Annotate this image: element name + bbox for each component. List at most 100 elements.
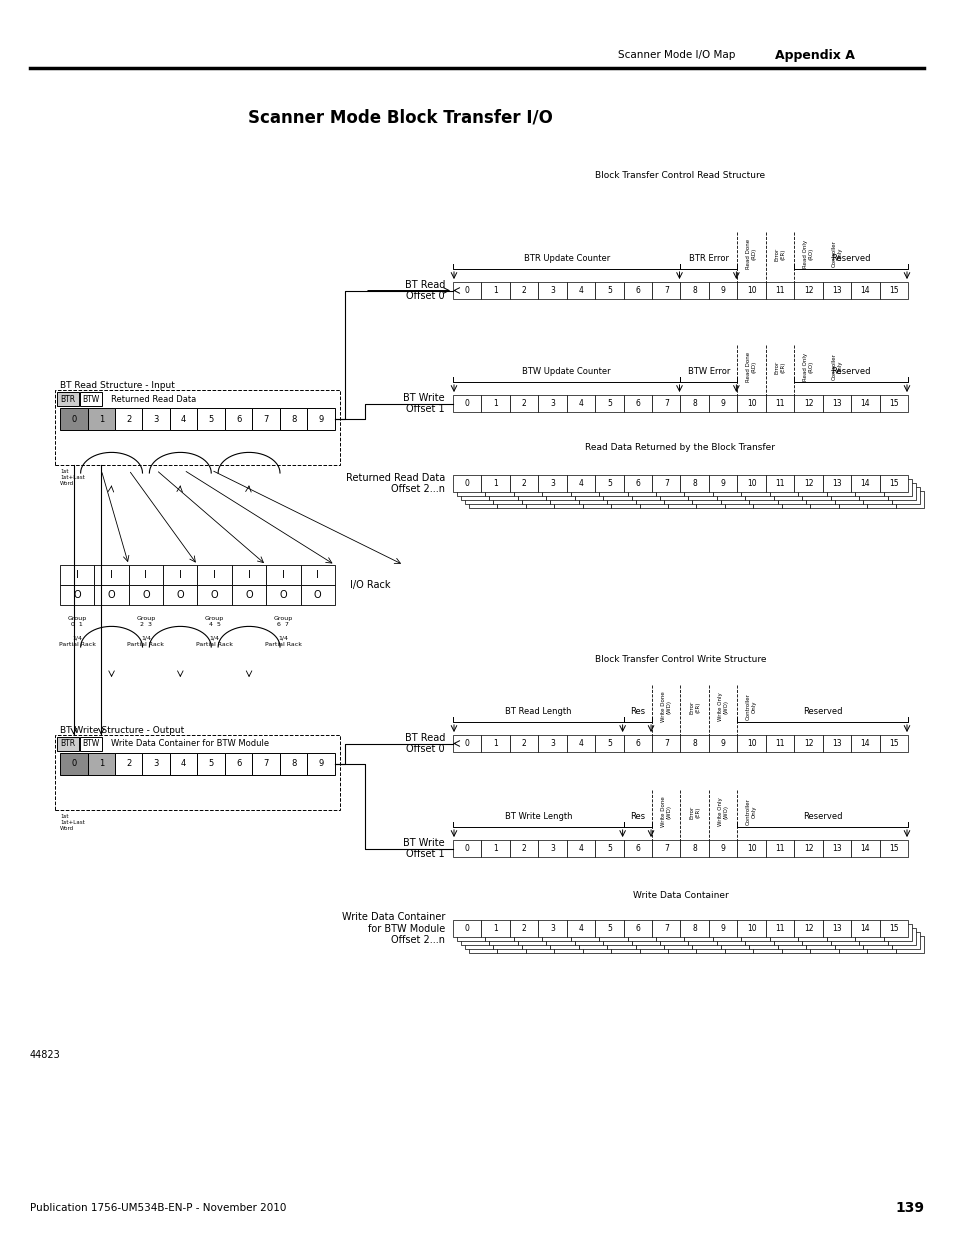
Text: Error
(ER): Error (ER) [689, 700, 700, 714]
Bar [623, 475, 652, 492]
Bar [280, 408, 307, 430]
Bar [724, 492, 753, 508]
Text: 8: 8 [692, 399, 697, 408]
Bar [712, 924, 740, 941]
Bar [485, 924, 514, 941]
Text: 12: 12 [802, 739, 812, 748]
Bar [595, 920, 623, 937]
Text: Group
0  1: Group 0 1 [68, 616, 87, 627]
Bar [862, 932, 891, 948]
Bar [595, 735, 623, 752]
Text: BTR: BTR [60, 740, 75, 748]
Bar [481, 840, 509, 857]
Bar [809, 492, 838, 508]
Bar [834, 487, 862, 504]
Text: 1/4
Partial Rack: 1/4 Partial Rack [128, 636, 164, 647]
Bar [170, 408, 197, 430]
Text: 10: 10 [746, 399, 756, 408]
Text: 14: 14 [860, 844, 869, 853]
Text: Reserved: Reserved [830, 367, 870, 375]
Bar [598, 479, 627, 496]
Text: 11: 11 [775, 739, 784, 748]
Bar [537, 282, 566, 299]
Bar [773, 927, 801, 945]
Text: 7: 7 [663, 399, 668, 408]
Bar [595, 395, 623, 412]
Bar [744, 483, 773, 500]
Text: I: I [316, 571, 319, 580]
Text: BTW: BTW [82, 394, 99, 404]
Bar [850, 282, 879, 299]
Bar [60, 585, 94, 605]
Text: 11: 11 [775, 844, 784, 853]
Text: Reserved: Reserved [802, 706, 841, 716]
Bar [541, 479, 570, 496]
Text: 6: 6 [635, 739, 639, 748]
Bar [652, 282, 679, 299]
Text: 3: 3 [550, 287, 555, 295]
Text: 3: 3 [550, 479, 555, 488]
Bar [566, 395, 595, 412]
Text: BTR Update Counter: BTR Update Counter [523, 254, 609, 263]
Bar [667, 492, 696, 508]
Bar [602, 483, 631, 500]
Text: BTR Error: BTR Error [688, 254, 728, 263]
Bar [88, 753, 115, 776]
Text: Read Only
(RO): Read Only (RO) [802, 353, 813, 382]
Bar [652, 475, 679, 492]
Text: 1st
1st+Last
Word: 1st 1st+Last Word [60, 814, 85, 831]
Text: 9: 9 [720, 399, 725, 408]
Bar [663, 487, 692, 504]
Text: 15: 15 [888, 399, 898, 408]
Text: 8: 8 [692, 479, 697, 488]
Bar [595, 840, 623, 857]
Bar [623, 395, 652, 412]
Text: 9: 9 [318, 760, 323, 768]
Text: 7: 7 [263, 760, 269, 768]
Text: 13: 13 [831, 924, 841, 932]
Bar [850, 920, 879, 937]
Bar [611, 936, 639, 953]
Bar [300, 564, 335, 585]
Bar [602, 927, 631, 945]
Bar [554, 492, 582, 508]
Text: 2: 2 [521, 479, 526, 488]
Text: Group
4  5: Group 4 5 [205, 616, 224, 627]
Bar [595, 282, 623, 299]
Bar [708, 920, 737, 937]
Text: 14: 14 [860, 479, 869, 488]
Bar [821, 920, 850, 937]
Text: 0: 0 [464, 399, 469, 408]
Text: 0: 0 [464, 739, 469, 748]
Text: BTW Update Counter: BTW Update Counter [522, 367, 611, 375]
Bar [521, 932, 550, 948]
Bar [801, 483, 830, 500]
Text: BT Write Structure - Output: BT Write Structure - Output [60, 726, 184, 735]
Text: 0: 0 [71, 415, 76, 424]
Text: 5: 5 [209, 760, 213, 768]
Bar [550, 932, 578, 948]
Bar [838, 492, 866, 508]
Bar [737, 395, 765, 412]
Text: 6: 6 [635, 399, 639, 408]
Text: I: I [178, 571, 182, 580]
Text: 8: 8 [692, 739, 697, 748]
Bar [737, 840, 765, 857]
Bar [639, 492, 667, 508]
Text: 4: 4 [578, 399, 583, 408]
Text: 1: 1 [493, 739, 497, 748]
Bar [55, 390, 339, 466]
Text: Res: Res [630, 706, 645, 716]
Bar [798, 479, 826, 496]
Bar [882, 479, 911, 496]
Bar [859, 927, 886, 945]
Bar [753, 492, 781, 508]
Bar [611, 492, 639, 508]
Text: 4: 4 [578, 844, 583, 853]
Text: 2: 2 [126, 760, 132, 768]
Text: 0: 0 [71, 760, 76, 768]
Text: Returned Read Data
Offset 2...n: Returned Read Data Offset 2...n [345, 473, 444, 494]
Text: Read Data Returned by the Block Transfer: Read Data Returned by the Block Transfer [585, 443, 775, 452]
Text: 0: 0 [464, 479, 469, 488]
Text: 6: 6 [635, 924, 639, 932]
